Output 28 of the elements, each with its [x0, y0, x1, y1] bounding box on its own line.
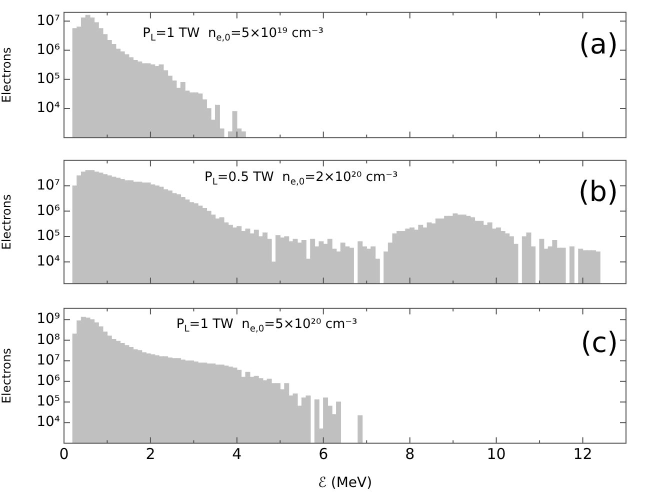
y-tick-label: 10⁶ — [36, 373, 60, 390]
y-tick-label: 10⁴ — [36, 254, 60, 270]
y-tick-label: 10⁹ — [36, 311, 60, 328]
y-tick-label: 10⁵ — [36, 228, 60, 244]
annotation: (c) — [580, 326, 618, 360]
x-tick-label: 0 — [59, 445, 69, 464]
x-tick-label: 2 — [146, 445, 156, 464]
y-tick-label: 10⁴ — [36, 100, 60, 116]
y-tick-label: 10⁷ — [36, 352, 60, 368]
y-axis-title: Electrons — [0, 194, 14, 250]
annotation: (a) — [578, 27, 618, 60]
x-axis-title: ℰ (MeV) — [318, 475, 372, 492]
x-tick-label: 12 — [573, 445, 592, 464]
y-tick-label: 10⁶ — [36, 202, 60, 219]
y-axis-title: Electrons — [0, 47, 14, 103]
y-tick-label: 10⁵ — [36, 394, 60, 410]
x-tick-label: 10 — [486, 445, 506, 464]
y-tick-label: 10⁶ — [36, 42, 60, 58]
annotation: (b) — [578, 174, 618, 208]
y-tick-label: 10⁷ — [36, 177, 60, 194]
y-tick-label: 10⁸ — [36, 332, 60, 348]
x-tick-label: 8 — [405, 445, 415, 464]
y-tick-label: 10⁷ — [36, 12, 60, 29]
y-axis-title: Electrons — [0, 348, 14, 404]
x-tick-label: 4 — [232, 445, 242, 464]
y-tick-label: 10⁵ — [36, 71, 60, 88]
x-tick-label: 6 — [318, 445, 328, 464]
y-tick-label: 10⁴ — [36, 414, 60, 430]
